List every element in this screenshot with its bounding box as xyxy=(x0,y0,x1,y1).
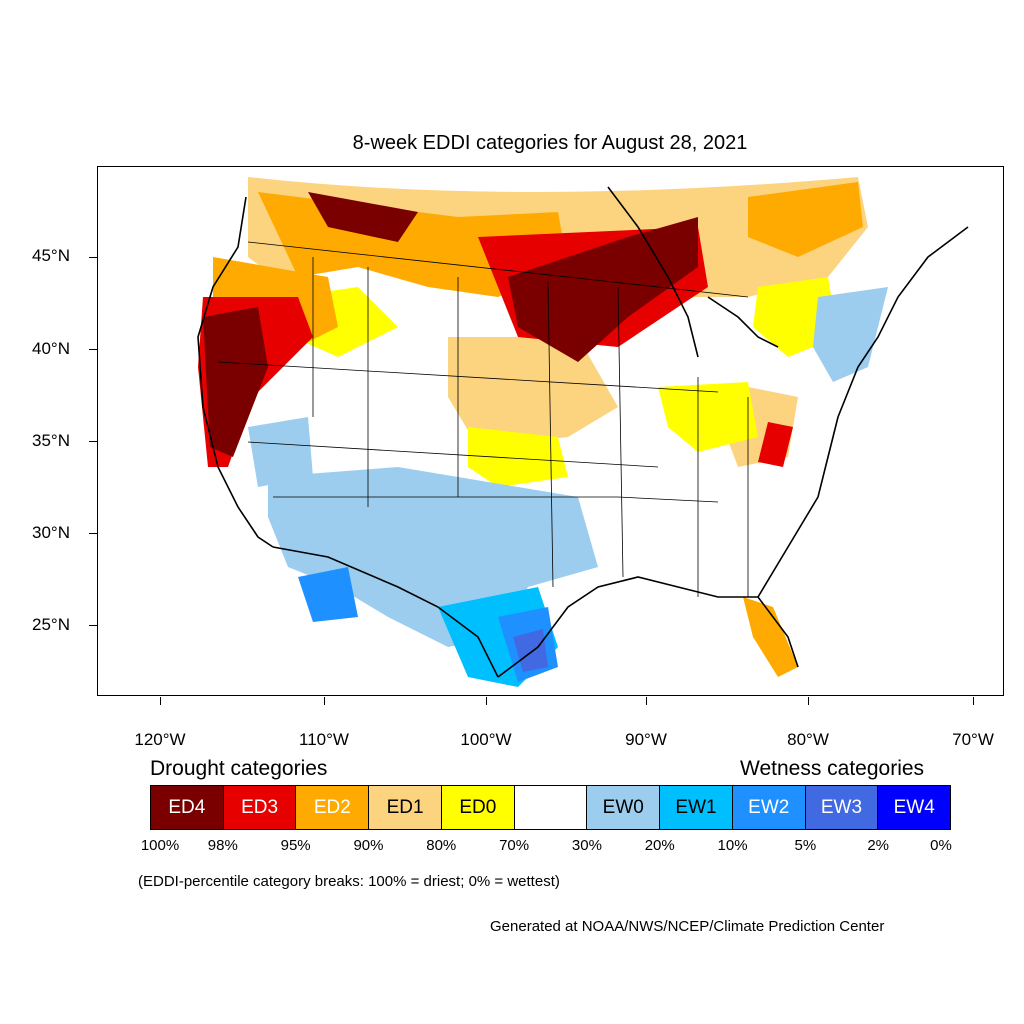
legend-swatch-ew0: EW0 xyxy=(587,786,661,829)
percentile-break-label: 90% xyxy=(353,837,384,854)
lat-tick xyxy=(89,257,97,258)
drought-heading: Drought categories xyxy=(150,757,328,780)
lon-label-80w: 80°W xyxy=(787,730,829,749)
eddi-map xyxy=(193,167,969,695)
lon-label-110w: 110°W xyxy=(299,730,349,749)
legend-swatch-ew2: EW2 xyxy=(732,786,806,829)
category-note: (EDDI-percentile category breaks: 100% =… xyxy=(138,873,560,890)
percentile-break-label: 98% xyxy=(207,837,238,854)
percentile-break-label: 10% xyxy=(717,837,748,854)
ew0-region-ne xyxy=(813,287,888,382)
lon-tick xyxy=(160,697,161,705)
legend-swatch-ed3: ED3 xyxy=(223,786,297,829)
ed3-region-va xyxy=(758,422,793,467)
ed1-region-plains xyxy=(448,337,618,447)
lon-label-120w: 120°W xyxy=(134,730,186,749)
ed2-region-florida xyxy=(743,597,798,677)
percentile-break-label: 20% xyxy=(644,837,675,854)
lon-tick xyxy=(973,697,974,705)
percentile-break-label: 70% xyxy=(499,837,530,854)
lon-tick xyxy=(486,697,487,705)
ed0-region-ohio xyxy=(658,382,758,452)
ed4-region-cal xyxy=(203,307,268,457)
map-title: 8-week EDDI categories for August 28, 20… xyxy=(352,132,748,154)
lat-label-35: 35°N xyxy=(32,431,70,450)
lat-tick xyxy=(89,533,97,534)
legend-swatch-ew1: EW1 xyxy=(660,786,733,829)
percentile-break-label: 95% xyxy=(280,837,311,854)
lon-tick xyxy=(808,697,809,705)
legend-colorbar: ED4 ED3 ED2 ED1 ED0 EW0 EW1 EW2 EW3 EW4 xyxy=(150,785,951,830)
legend-swatch-ed2: ED2 xyxy=(296,786,370,829)
legend-swatch-ed1: ED1 xyxy=(369,786,442,829)
lat-label-45: 45°N xyxy=(32,246,70,265)
percentile-break-label: 0% xyxy=(930,837,952,854)
lat-label-25: 25°N xyxy=(32,615,70,634)
ew2-region-mexico xyxy=(298,567,358,622)
percentile-break-label: 5% xyxy=(794,837,817,854)
lon-tick xyxy=(324,697,325,705)
ed4-region-north xyxy=(308,192,418,242)
percentile-break-label: 30% xyxy=(571,837,602,854)
lat-tick xyxy=(89,349,97,350)
legend-swatch-ed4: ED4 xyxy=(151,786,224,829)
ed0-region-plains xyxy=(468,427,568,487)
percentile-break-label: 80% xyxy=(426,837,457,854)
lon-label-90w: 90°W xyxy=(625,730,667,749)
ew3-region-texas xyxy=(513,629,548,672)
ed2-region-ne-border xyxy=(748,182,863,257)
coastlines xyxy=(197,186,969,678)
lat-tick xyxy=(89,625,97,626)
lat-label-30: 30°N xyxy=(32,523,70,542)
lon-label-70w: 70°W xyxy=(952,730,994,749)
lat-tick xyxy=(89,441,97,442)
legend-swatch-ew4: EW4 xyxy=(878,786,951,829)
wetness-heading: Wetness categories xyxy=(740,757,925,780)
state-borders xyxy=(217,241,749,597)
map-panel xyxy=(97,166,1004,696)
ed4-region-minn xyxy=(508,217,698,362)
lat-label-40: 40°N xyxy=(32,339,70,358)
legend-swatch-ed0: ED0 xyxy=(441,786,515,829)
ew0-region-great-basin xyxy=(248,417,313,487)
lon-tick xyxy=(646,697,647,705)
percentile-break-label: 100% xyxy=(140,837,180,854)
lon-label-100w: 100°W xyxy=(460,730,512,749)
percentile-break-label: 2% xyxy=(867,837,890,854)
credit-line: Generated at NOAA/NWS/NCEP/Climate Predi… xyxy=(490,918,885,935)
legend-swatch-normal xyxy=(514,786,588,829)
legend-swatch-ew3: EW3 xyxy=(805,786,879,829)
